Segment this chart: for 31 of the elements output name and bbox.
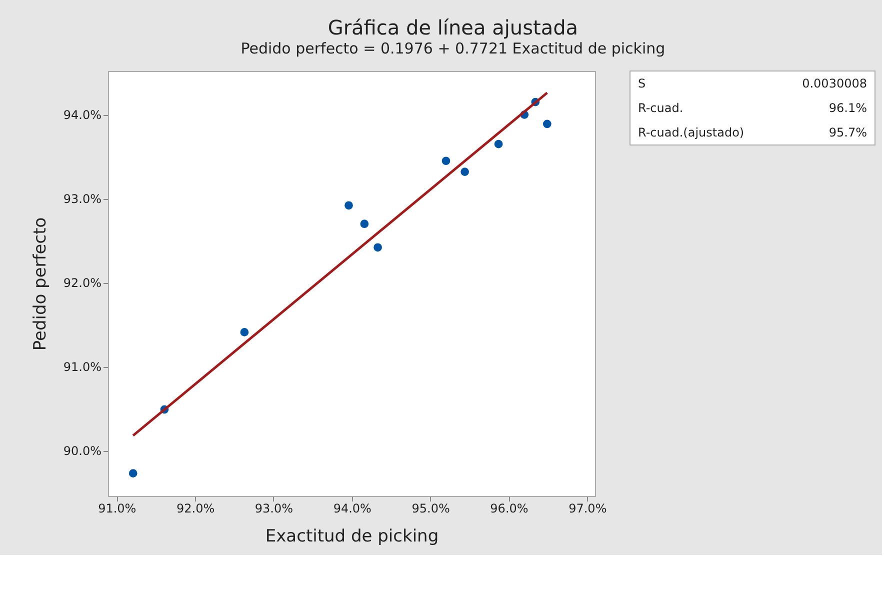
point bbox=[128, 469, 138, 478]
y-tick-label: 92.0% bbox=[63, 276, 102, 290]
text: 96.1% bbox=[828, 101, 867, 115]
x-tick-label: 94.0% bbox=[333, 502, 372, 516]
y-axis-title: Pedido perfecto bbox=[30, 217, 50, 351]
x-tick-label: 97.0% bbox=[568, 502, 607, 516]
point bbox=[460, 168, 470, 176]
x-tick-label: 95.0% bbox=[412, 502, 450, 516]
text: 95.7% bbox=[828, 126, 867, 140]
y-tick-label: 91.0% bbox=[63, 360, 102, 374]
chart-title: Gráfica de línea ajustada bbox=[328, 16, 578, 40]
point bbox=[542, 120, 552, 128]
x-axis-title: Exactitud de picking bbox=[265, 526, 439, 546]
point bbox=[360, 220, 369, 228]
point bbox=[494, 140, 503, 148]
y-tick-label: 94.0% bbox=[63, 108, 102, 122]
x-tick-label: 93.0% bbox=[254, 502, 294, 516]
x-tick-label: 96.0% bbox=[490, 502, 528, 516]
text: 0.0030008 bbox=[802, 76, 867, 90]
point bbox=[344, 201, 353, 210]
point bbox=[374, 243, 382, 252]
text: R-cuad. bbox=[638, 101, 684, 115]
text: R-cuad.(ajustado) bbox=[638, 126, 744, 140]
point bbox=[442, 156, 450, 166]
x-tick-label: 92.0% bbox=[176, 502, 215, 516]
x-tick-label: 91.0% bbox=[98, 502, 136, 516]
y-tick-label: 93.0% bbox=[63, 192, 102, 206]
chart-subtitle: Pedido perfecto = 0.1976 + 0.7721 Exactitud de picking bbox=[240, 40, 666, 58]
y-tick-label: 90.0% bbox=[63, 444, 102, 458]
text: S bbox=[638, 76, 646, 90]
point bbox=[240, 328, 249, 336]
